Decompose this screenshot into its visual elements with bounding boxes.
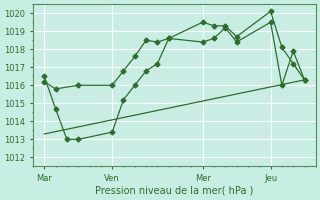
X-axis label: Pression niveau de la mer( hPa ): Pression niveau de la mer( hPa ) [95, 186, 253, 196]
